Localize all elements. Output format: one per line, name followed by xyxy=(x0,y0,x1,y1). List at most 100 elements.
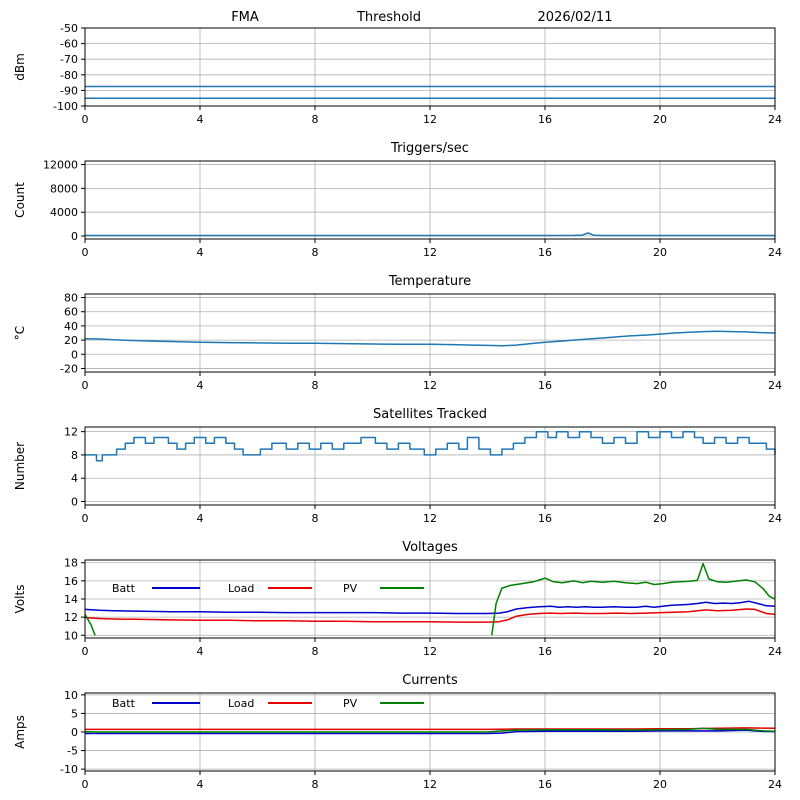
x-tick-label: 16 xyxy=(538,778,552,791)
y-tick-label: 40 xyxy=(64,320,78,333)
y-tick-label: -60 xyxy=(60,38,78,51)
y-tick-label: -10 xyxy=(60,763,78,776)
x-tick-label: 12 xyxy=(423,778,437,791)
x-tick-label: 24 xyxy=(768,379,782,392)
y-tick-label: -80 xyxy=(60,69,78,82)
chart-signal-level: 0 4 8 12 16 20 24 -50 -60 -70 -80 -90 -100 dBm xyxy=(0,2,800,135)
x-tick-label: 0 xyxy=(82,113,89,126)
y-tick-label: 8000 xyxy=(50,182,78,195)
x-tick-label: 12 xyxy=(423,113,437,126)
x-tick-label: 8 xyxy=(312,778,319,791)
x-tick-label: 24 xyxy=(768,645,782,658)
y-tick-label: 5 xyxy=(71,707,78,720)
x-tick-label: 20 xyxy=(653,246,667,259)
chart-temperature: 0 4 8 12 16 20 24 -20 0 20 40 60 80 Temperature °C xyxy=(0,268,800,401)
x-tick-label: 4 xyxy=(197,512,204,525)
chart-satellites: 0 4 8 12 16 20 24 0 4 8 12 Satellites Tracked Number xyxy=(0,401,800,534)
x-tick-label: 24 xyxy=(768,778,782,791)
satellites-svg: 0 4 8 12 16 20 24 0 4 8 12 Satellites Tracked Number xyxy=(13,407,782,525)
x-tick-label: 4 xyxy=(197,645,204,658)
y-tick-label: 16 xyxy=(64,575,78,588)
x-tick-label: 8 xyxy=(312,645,319,658)
header-mode-label: Threshold xyxy=(356,10,422,25)
legend-label-load: Load xyxy=(228,582,254,595)
y-tick-label: 0 xyxy=(71,230,78,243)
y-tick-label: 0 xyxy=(71,726,78,739)
y-tick-label: 8 xyxy=(71,449,78,462)
y-tick-label: 0 xyxy=(71,348,78,361)
x-tick-label: 12 xyxy=(423,512,437,525)
y-axis-label: Count xyxy=(13,182,27,218)
x-tick-label: 16 xyxy=(538,512,552,525)
x-tick-label: 12 xyxy=(423,246,437,259)
y-tick-label: 10 xyxy=(64,629,78,642)
series-batt-amps-line xyxy=(85,729,776,735)
y-axis-label: Number xyxy=(13,442,27,490)
x-tick-label: 20 xyxy=(653,379,667,392)
x-tick-label: 0 xyxy=(82,246,89,259)
y-tick-label: 12 xyxy=(64,611,78,624)
header-date-label: 2026/02/11 xyxy=(537,10,613,25)
y-axis-label: Volts xyxy=(13,585,27,614)
legend-label-pv: PV xyxy=(343,582,358,595)
y-tick-label: -90 xyxy=(60,84,78,97)
y-tick-label: 4000 xyxy=(50,206,78,219)
chart-title: Currents xyxy=(402,673,458,688)
y-tick-label: -5 xyxy=(67,745,78,758)
x-tick-label: 20 xyxy=(653,512,667,525)
y-tick-label: -70 xyxy=(60,53,78,66)
chart-voltages: 0 4 8 12 16 20 24 10 12 14 16 18 Voltages Volts Batt Lo… xyxy=(0,534,800,667)
legend-label-load: Load xyxy=(228,697,254,710)
chart-title: Triggers/sec xyxy=(390,141,469,156)
x-tick-label: 0 xyxy=(82,512,89,525)
x-tick-label: 20 xyxy=(653,113,667,126)
x-tick-label: 24 xyxy=(768,512,782,525)
x-tick-label: 16 xyxy=(538,379,552,392)
x-tick-label: 16 xyxy=(538,246,552,259)
y-tick-label: 10 xyxy=(64,689,78,702)
x-tick-label: 8 xyxy=(312,512,319,525)
y-tick-label: 14 xyxy=(64,593,78,606)
y-axis-label: Amps xyxy=(13,715,27,749)
x-tick-label: 12 xyxy=(423,379,437,392)
y-tick-label: -100 xyxy=(53,100,78,113)
y-tick-label: 18 xyxy=(64,557,78,570)
x-tick-label: 0 xyxy=(82,778,89,791)
x-tick-label: 4 xyxy=(197,113,204,126)
x-tick-label: 8 xyxy=(312,246,319,259)
chart-title: Satellites Tracked xyxy=(373,407,487,422)
y-axis-label: °C xyxy=(13,326,27,340)
x-tick-label: 20 xyxy=(653,645,667,658)
triggers-svg: 0 4 8 12 16 20 24 0 4000 8000 12000 Triggers/sec Cou… xyxy=(13,141,782,259)
x-tick-label: 24 xyxy=(768,113,782,126)
y-tick-label: 12 xyxy=(64,426,78,439)
series-triggers-per-sec-line xyxy=(85,232,775,237)
y-axis-label: dBm xyxy=(13,53,27,81)
legend-label-batt: Batt xyxy=(112,582,136,595)
x-tick-label: 0 xyxy=(82,379,89,392)
y-tick-label: -50 xyxy=(60,22,78,35)
series-pv-volts-line xyxy=(84,562,776,636)
y-tick-label: 20 xyxy=(64,334,78,347)
x-tick-label: 12 xyxy=(423,645,437,658)
chart-title: Voltages xyxy=(402,540,458,555)
x-tick-label: 24 xyxy=(768,246,782,259)
chart-triggers: 0 4 8 12 16 20 24 0 4000 8000 12000 Triggers/sec Cou… xyxy=(0,135,800,268)
x-tick-label: 4 xyxy=(197,778,204,791)
header-station-label: FMA xyxy=(231,10,259,25)
y-tick-label: 80 xyxy=(64,292,78,305)
series-sats-tracked-line xyxy=(85,430,776,462)
x-tick-label: 16 xyxy=(538,645,552,658)
series-load-volts-line xyxy=(84,608,776,623)
x-tick-label: 4 xyxy=(197,379,204,392)
chart-currents: 0 4 8 12 16 20 24 -10 -5 0 5 10 Currents Amps Batt Load… xyxy=(0,667,800,800)
y-tick-label: 60 xyxy=(64,306,78,319)
series-pv-amps-line xyxy=(84,727,776,733)
series-batt-volts-line xyxy=(84,600,776,615)
voltages-svg: 0 4 8 12 16 20 24 10 12 14 16 18 Voltages Volts Batt Lo… xyxy=(13,540,782,658)
y-tick-label: -20 xyxy=(60,362,78,375)
y-tick-label: 0 xyxy=(71,496,78,509)
x-tick-label: 20 xyxy=(653,778,667,791)
